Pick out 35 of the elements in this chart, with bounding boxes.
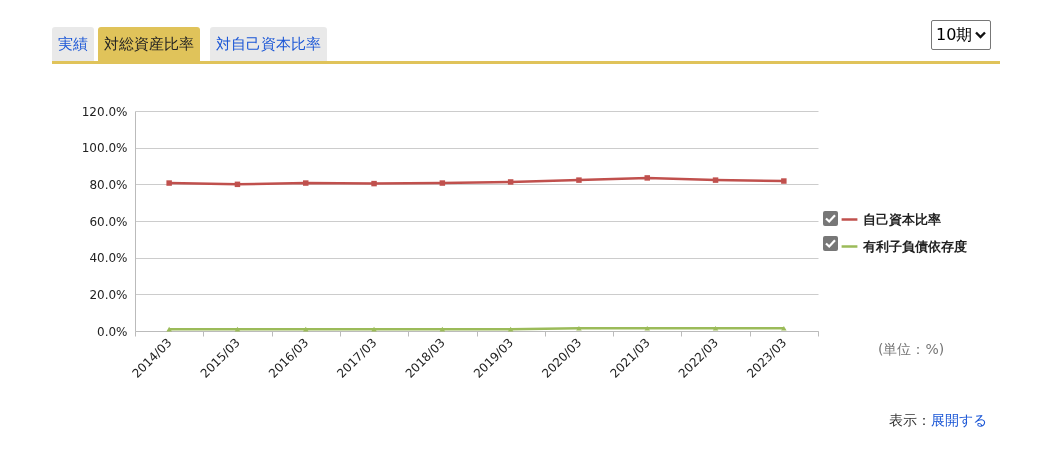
point (303, 326, 309, 332)
y-tick-label: 0.0% (97, 324, 128, 339)
point (371, 326, 377, 332)
text: 対自己資本比率 (210, 27, 327, 61)
point (166, 326, 172, 332)
point (644, 325, 650, 331)
point (303, 180, 309, 186)
text: 展開する (931, 412, 987, 428)
point (712, 325, 719, 331)
y-tick-label: 100.0% (81, 141, 128, 156)
legend-label: 有利子負債依存度 (862, 238, 967, 254)
text: 対総資産比率 (98, 27, 200, 61)
y-tick-label: 40.0% (89, 251, 128, 266)
y-tick-label: 80.0% (89, 177, 128, 192)
point (507, 326, 514, 332)
y-tick-label: 20.0% (89, 287, 128, 302)
point (781, 178, 787, 184)
point (576, 177, 582, 183)
point (439, 180, 446, 186)
point (576, 325, 582, 331)
point (507, 179, 514, 185)
legend-label: 自己資本比率 (863, 211, 941, 227)
text: (単位：%) (878, 341, 945, 359)
text: 実績 (52, 27, 94, 61)
text: 表示： (889, 412, 931, 428)
y-tick-label: 120.0% (81, 104, 128, 119)
point (234, 326, 241, 332)
y-tick-label: 60.0% (89, 214, 128, 229)
point (166, 180, 172, 186)
point (781, 325, 787, 331)
point (371, 180, 377, 187)
text: 10期 (936, 24, 973, 46)
point (644, 175, 650, 181)
point (712, 177, 719, 183)
point (439, 326, 446, 332)
